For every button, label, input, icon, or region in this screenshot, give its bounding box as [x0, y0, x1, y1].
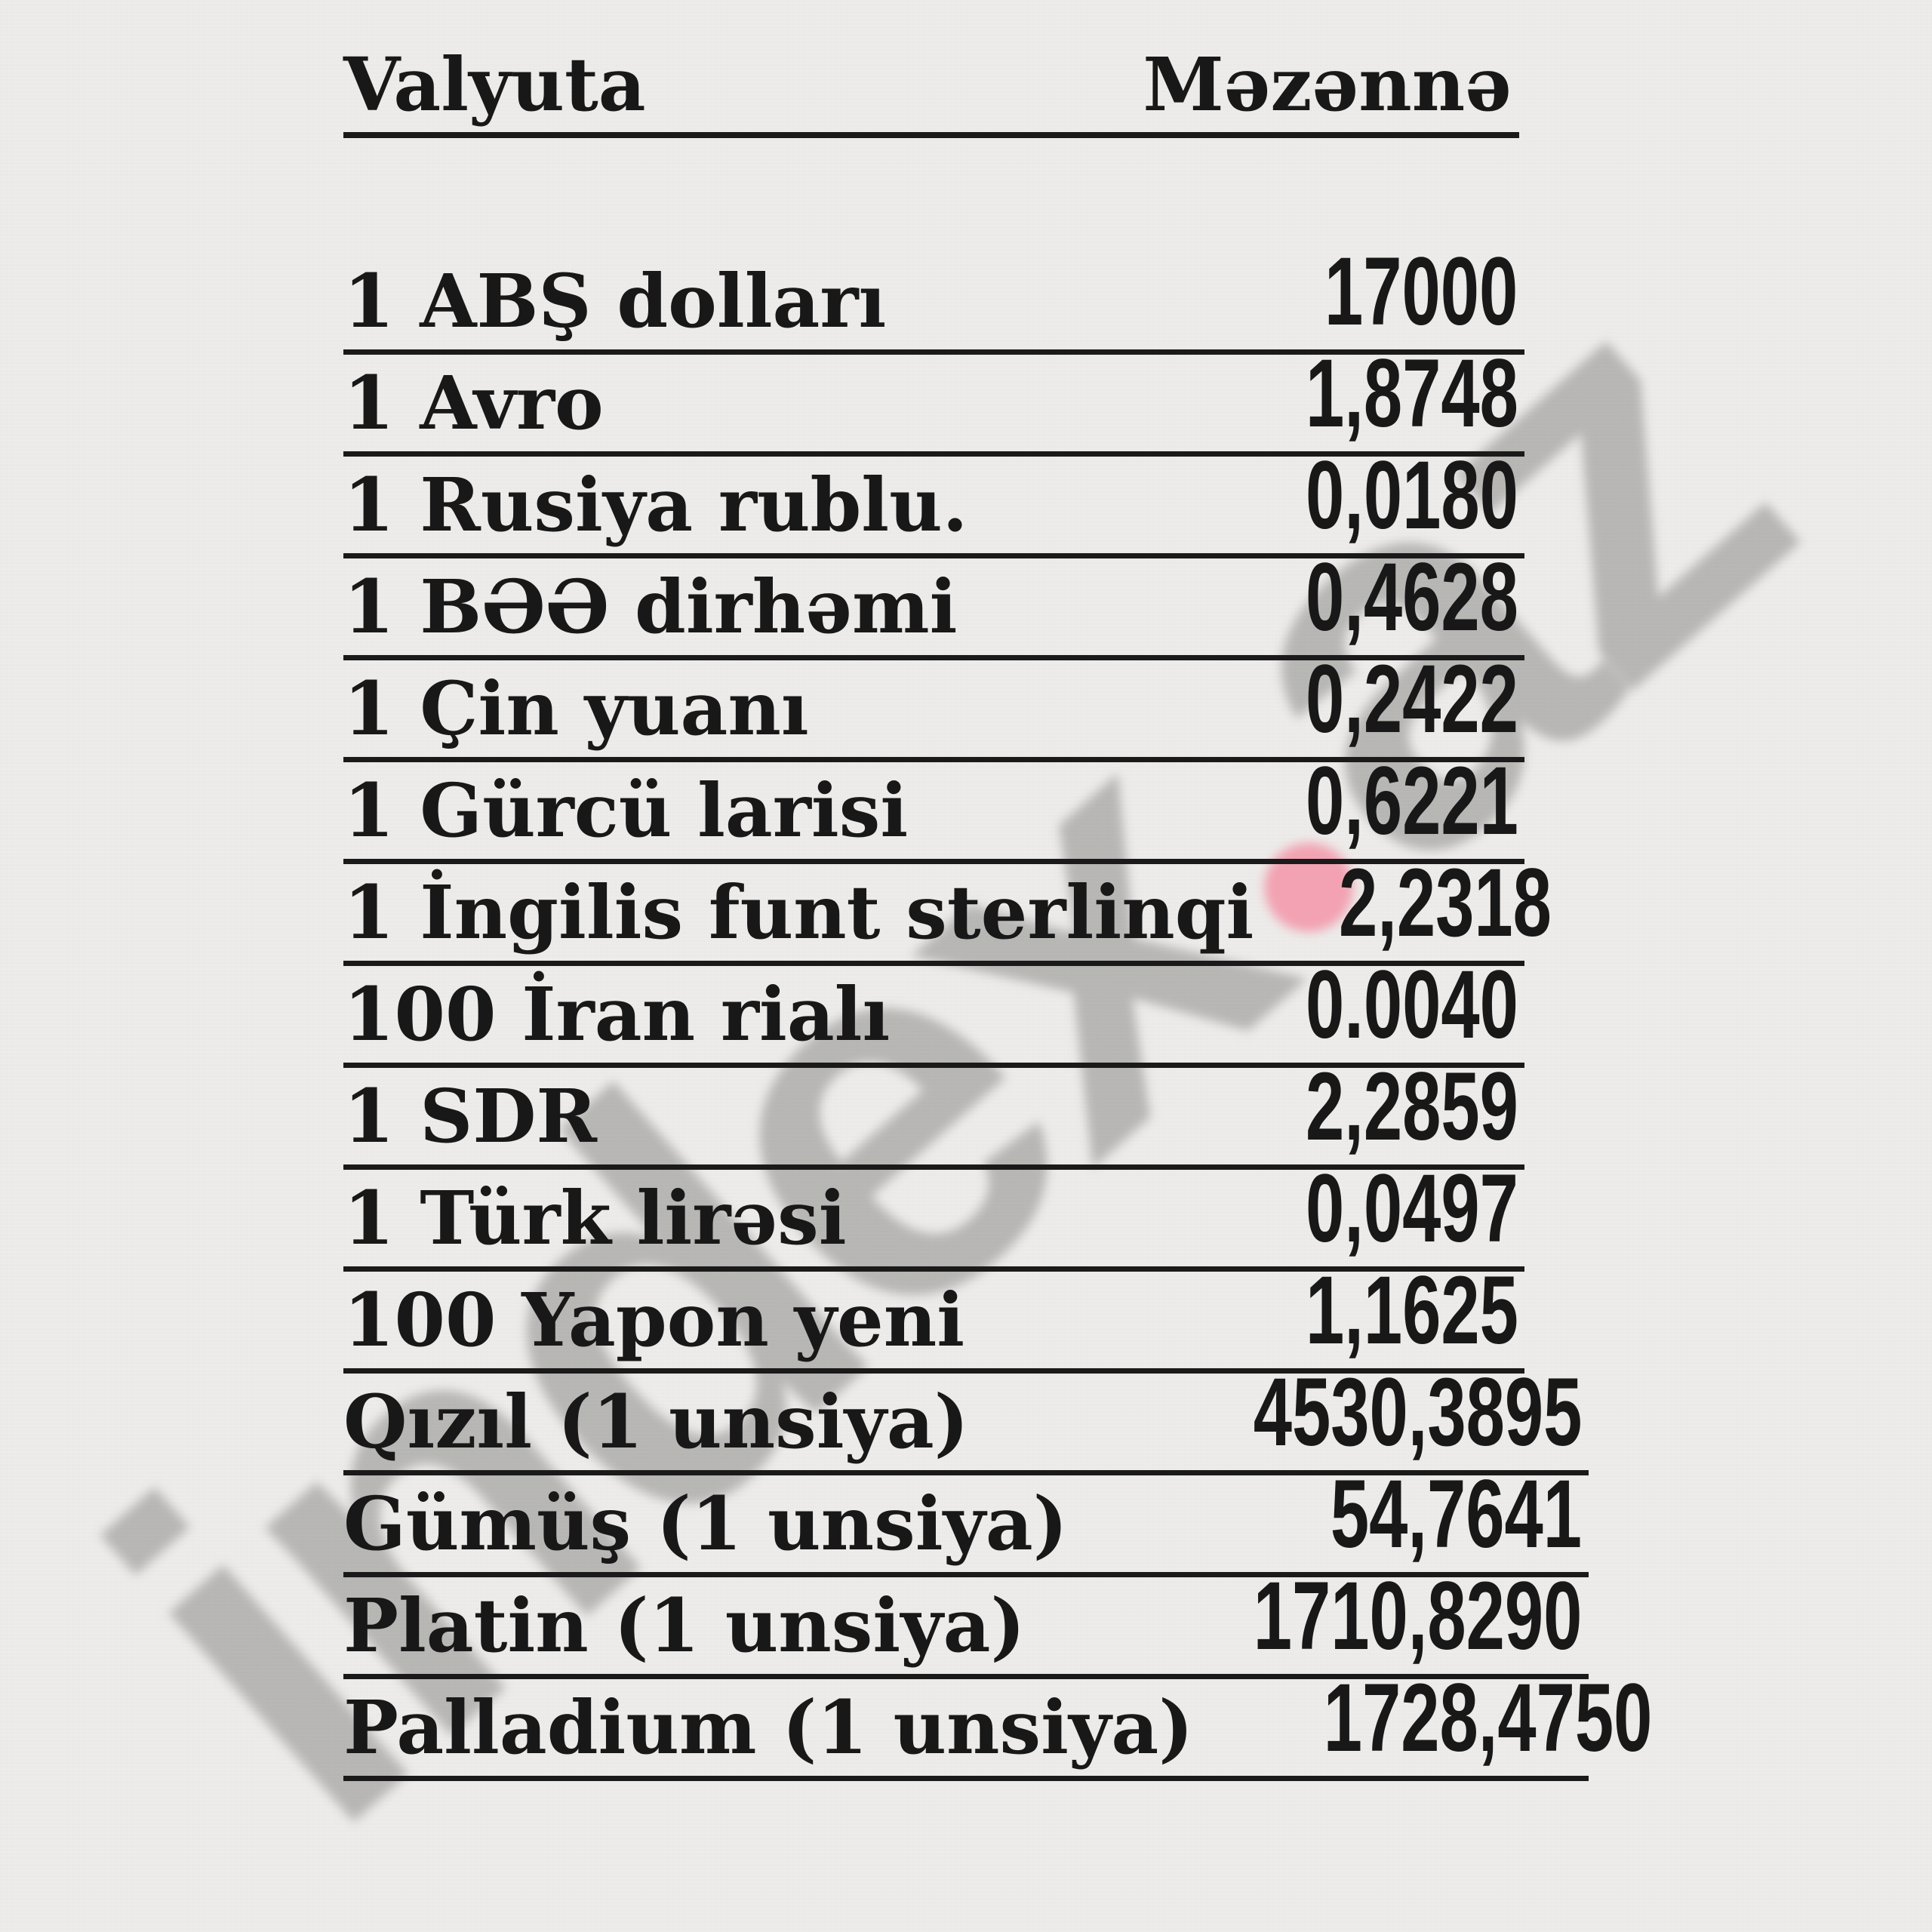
- row-value: 0,4628: [1305, 543, 1518, 651]
- row-label: 1 ABŞ dolları: [343, 258, 887, 344]
- row-label: 1 Türk lirəsi: [343, 1175, 847, 1261]
- table-row: Gümüş (1 unsiya) 54,7641: [343, 1466, 1589, 1577]
- table-row: 1 Çin yuanı 0,2422: [343, 651, 1524, 762]
- row-value: 2,2859: [1305, 1053, 1518, 1161]
- table-row: 1 Gürcü larisi 0,6221: [343, 753, 1524, 864]
- row-value: 0,0180: [1305, 441, 1518, 549]
- row-label: 1 SDR: [343, 1073, 598, 1159]
- table-row: Palladium (1 unsiya) 1728,4750: [343, 1670, 1653, 1781]
- row-label: Platin (1 unsiya): [343, 1583, 1026, 1669]
- row-value: 1,1625: [1305, 1257, 1518, 1364]
- table-row: 1 BƏƏ dirhəmi 0,4628: [343, 549, 1524, 660]
- row-value: 1728,4750: [1323, 1664, 1653, 1772]
- row-value: 0,6221: [1305, 747, 1518, 855]
- row-label: 100 İran rialı: [343, 971, 891, 1057]
- table-row: 1 İngilis funt sterlinqi 2,2318: [343, 855, 1552, 966]
- row-label: Gümüş (1 unsiya): [343, 1481, 1068, 1567]
- row-label: 1 Gürcü larisi: [343, 768, 909, 854]
- row-label: 100 Yapon yeni: [343, 1277, 965, 1363]
- row-value: 0.0040: [1305, 951, 1518, 1059]
- row-label: 1 Rusiya rublu.: [343, 462, 968, 548]
- row-label: 1 Çin yuanı: [343, 666, 809, 752]
- table-row: 1 Türk lirəsi 0,0497: [343, 1161, 1524, 1272]
- row-value: 0,0497: [1305, 1155, 1518, 1263]
- row-value: 17000: [1324, 238, 1518, 346]
- row-value: 2,2318: [1339, 849, 1552, 957]
- table-row: 1 SDR 2,2859: [343, 1059, 1524, 1170]
- table-row: 100 Yapon yeni 1,1625: [343, 1263, 1524, 1374]
- row-label: Palladium (1 unsiya): [343, 1684, 1194, 1770]
- row-value: 0,2422: [1305, 645, 1518, 753]
- table-header-row: Valyuta Məzənnə: [343, 42, 1519, 138]
- row-value: 54,7641: [1331, 1460, 1583, 1568]
- table-row: 1 Avro 1,8748: [343, 346, 1524, 457]
- table-row: Qızıl (1 unsiya) 4530,3895: [343, 1364, 1589, 1475]
- table-row: 1 ABŞ dolları 17000: [343, 244, 1524, 355]
- row-label: 1 İngilis funt sterlinqi: [343, 869, 1254, 955]
- row-label: Qızıl (1 unsiya): [343, 1379, 969, 1465]
- header-gap: [343, 138, 1589, 253]
- row-value: 1,8748: [1305, 340, 1518, 448]
- table-row: 100 İran rialı 0.0040: [343, 957, 1524, 1068]
- table-row: 1 Rusiya rublu. 0,0180: [343, 448, 1524, 558]
- header-currency: Valyuta: [343, 42, 646, 128]
- table-row: Platin (1 unsiya) 1710,8290: [343, 1568, 1589, 1679]
- row-label: 1 BƏƏ dirhəmi: [343, 564, 958, 650]
- row-value: 1710,8290: [1253, 1562, 1583, 1670]
- row-value: 4530,3895: [1253, 1358, 1583, 1466]
- header-rate: Məzənnə: [1143, 42, 1512, 128]
- row-label: 1 Avro: [343, 360, 604, 446]
- rates-table: Valyuta Məzənnə 1 ABŞ dolları 17000 1 Av…: [343, 42, 1653, 1781]
